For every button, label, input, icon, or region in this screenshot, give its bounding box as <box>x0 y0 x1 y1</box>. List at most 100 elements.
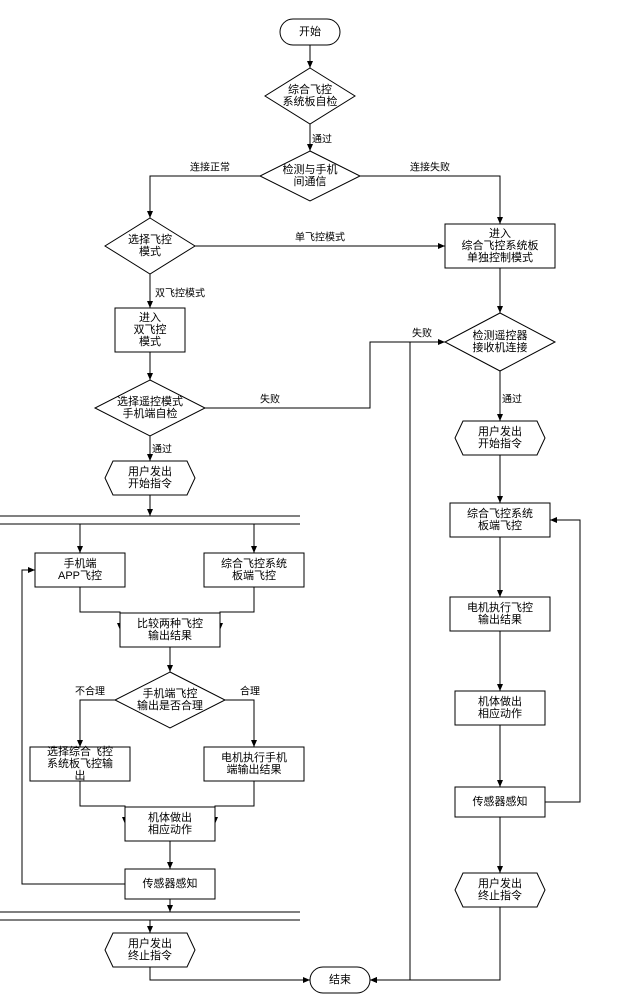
node-entersingle: 进入综合飞控系统板单独控制模式 <box>445 224 555 268</box>
svg-text:选择遥控模式: 选择遥控模式 <box>117 394 183 408</box>
svg-text:比较两种飞控: 比较两种飞控 <box>137 616 203 630</box>
svg-text:模式: 模式 <box>139 335 161 348</box>
node-userendR: 用户发出终止指令 <box>455 873 545 907</box>
edge-checkrecv-end_fail <box>370 342 445 980</box>
svg-text:板端飞控: 板端飞控 <box>232 568 276 582</box>
svg-text:开始: 开始 <box>299 24 321 38</box>
svg-text:端输出结果: 端输出结果 <box>227 762 282 776</box>
edge-sensorL-appfc_loop <box>22 570 125 884</box>
node-userstartR: 用户发出开始指令 <box>455 421 545 455</box>
node-checkrecv: 检测遥控器接收机连接 <box>445 313 555 371</box>
svg-text:相应动作: 相应动作 <box>478 706 522 720</box>
svg-text:双飞控: 双飞控 <box>134 322 167 336</box>
svg-text:系统板自检: 系统板自检 <box>283 94 338 108</box>
svg-text:综合飞控系统板: 综合飞控系统板 <box>462 238 539 252</box>
node-selboardout: 选择综合飞控系统板飞控输出 <box>30 744 130 782</box>
node-boardfcL: 综合飞控系统板端飞控 <box>204 553 304 587</box>
svg-text:通过: 通过 <box>312 133 332 146</box>
svg-text:综合飞控系统: 综合飞控系统 <box>221 556 287 570</box>
node-end: 结束 <box>310 967 370 993</box>
svg-text:接收机连接: 接收机连接 <box>473 340 528 354</box>
flowchart-canvas: 通过连接正常连接失败单飞控模式双飞控模式通过失败通过失败不合理合理开始综合飞控系… <box>0 0 621 1000</box>
edge-reasonable-motorphone <box>225 700 254 747</box>
edge-motorphone-bodyactL <box>215 781 254 824</box>
edge-boardfcL-compare <box>220 587 254 630</box>
node-bodyactR: 机体做出相应动作 <box>455 691 545 725</box>
svg-text:电机执行手机: 电机执行手机 <box>221 750 287 764</box>
node-sensorL: 传感器感知 <box>125 869 215 899</box>
svg-text:机体做出: 机体做出 <box>148 810 192 824</box>
svg-text:板端飞控: 板端飞控 <box>478 518 522 532</box>
node-selremote: 选择遥控模式手机端自检 <box>95 380 205 436</box>
svg-text:手机端飞控: 手机端飞控 <box>143 686 198 700</box>
svg-text:系统板飞控输: 系统板飞控输 <box>47 756 113 770</box>
edge-selremote-checkrecv_fail <box>205 342 445 408</box>
node-motorfcR: 电机执行飞控输出结果 <box>450 597 550 631</box>
edge-phonecomm-entersingle <box>360 176 500 224</box>
svg-text:用户发出: 用户发出 <box>128 936 172 950</box>
node-reasonable: 手机端飞控输出是否合理 <box>115 672 225 728</box>
svg-text:检测与手机: 检测与手机 <box>283 162 338 176</box>
svg-text:用户发出: 用户发出 <box>128 464 172 478</box>
node-parBot <box>0 912 300 920</box>
svg-text:连接正常: 连接正常 <box>190 161 230 174</box>
svg-text:综合飞控系统: 综合飞控系统 <box>467 506 533 520</box>
svg-text:失败: 失败 <box>260 393 280 406</box>
node-userstartL: 用户发出开始指令 <box>105 461 195 495</box>
svg-text:终止指令: 终止指令 <box>128 948 172 962</box>
svg-text:选择综合飞控: 选择综合飞控 <box>47 744 113 758</box>
svg-text:综合飞控: 综合飞控 <box>288 82 332 96</box>
svg-text:通过: 通过 <box>502 393 522 406</box>
node-appfc: 手机端APP飞控 <box>35 553 125 587</box>
svg-text:出: 出 <box>75 768 86 782</box>
svg-text:单飞控模式: 单飞控模式 <box>295 231 345 244</box>
svg-text:间通信: 间通信 <box>294 175 327 188</box>
svg-text:开始指令: 开始指令 <box>478 436 522 450</box>
svg-text:模式: 模式 <box>139 245 161 258</box>
svg-text:输出结果: 输出结果 <box>148 628 192 642</box>
node-selectmode: 选择飞控模式 <box>105 218 195 274</box>
svg-text:连接失败: 连接失败 <box>410 161 450 174</box>
edge-userendR-end <box>370 907 500 980</box>
node-start: 开始 <box>280 19 340 45</box>
svg-text:单独控制模式: 单独控制模式 <box>467 250 533 264</box>
svg-text:选择飞控: 选择飞控 <box>128 232 172 246</box>
svg-text:终止指令: 终止指令 <box>478 888 522 902</box>
node-phonecomm: 检测与手机间通信 <box>260 151 360 201</box>
svg-text:相应动作: 相应动作 <box>148 822 192 836</box>
edge-sensorR-boardfcR_loop <box>545 520 580 802</box>
edge-phonecomm-selectmode <box>150 176 260 218</box>
edge-appfc-compare <box>80 587 120 630</box>
node-enterdual: 进入双飞控模式 <box>115 308 185 352</box>
svg-text:合理: 合理 <box>240 685 260 698</box>
svg-text:结束: 结束 <box>329 973 351 986</box>
svg-text:传感器感知: 传感器感知 <box>473 794 528 808</box>
edge-reasonable-selboardout <box>80 700 115 747</box>
node-userendL: 用户发出终止指令 <box>105 933 195 967</box>
edge-userendL-end <box>150 967 310 980</box>
svg-text:传感器感知: 传感器感知 <box>143 876 198 890</box>
node-selfcheck: 综合飞控系统板自检 <box>265 68 355 124</box>
svg-text:输出结果: 输出结果 <box>478 612 522 626</box>
svg-text:手机端自检: 手机端自检 <box>123 406 178 420</box>
svg-text:开始指令: 开始指令 <box>128 476 172 490</box>
svg-text:用户发出: 用户发出 <box>478 424 522 438</box>
svg-text:电机执行飞控: 电机执行飞控 <box>467 600 533 614</box>
node-motorphone: 电机执行手机端输出结果 <box>204 747 304 781</box>
node-sensorR: 传感器感知 <box>455 787 545 817</box>
node-parTop <box>0 516 300 524</box>
svg-text:机体做出: 机体做出 <box>478 694 522 708</box>
svg-text:手机端: 手机端 <box>64 556 97 570</box>
svg-text:用户发出: 用户发出 <box>478 876 522 890</box>
svg-text:双飞控模式: 双飞控模式 <box>155 287 205 300</box>
svg-text:输出是否合理: 输出是否合理 <box>137 698 203 712</box>
node-compare: 比较两种飞控输出结果 <box>120 613 220 647</box>
svg-text:APP飞控: APP飞控 <box>58 568 102 582</box>
svg-text:进入: 进入 <box>139 311 161 324</box>
svg-text:检测遥控器: 检测遥控器 <box>473 328 528 342</box>
svg-text:进入: 进入 <box>489 227 511 240</box>
node-bodyactL: 机体做出相应动作 <box>125 807 215 841</box>
node-boardfcR: 综合飞控系统板端飞控 <box>450 503 550 537</box>
svg-text:不合理: 不合理 <box>75 685 105 698</box>
svg-text:通过: 通过 <box>152 443 172 456</box>
